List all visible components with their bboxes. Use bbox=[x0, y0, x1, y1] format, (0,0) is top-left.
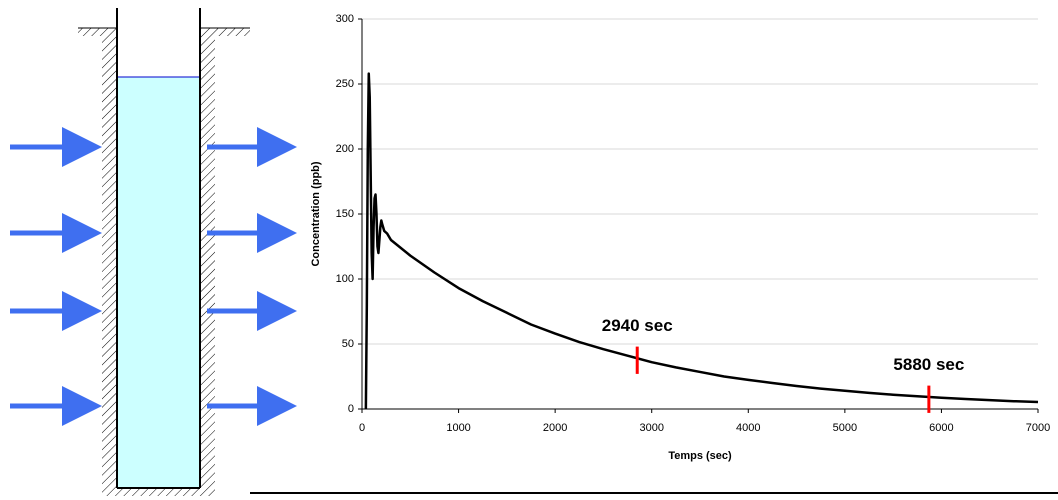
x-tick-label: 6000 bbox=[929, 422, 953, 434]
ground-hatch bbox=[200, 28, 250, 36]
y-tick-label: 300 bbox=[336, 13, 354, 25]
x-tick-label: 7000 bbox=[1026, 422, 1050, 434]
y-tick-label: 100 bbox=[336, 273, 354, 285]
bottom-hatch bbox=[102, 488, 215, 496]
x-tick-label: 1000 bbox=[446, 422, 470, 434]
water bbox=[117, 77, 200, 488]
flow-arrows bbox=[10, 127, 297, 426]
wall-hatch bbox=[200, 36, 215, 488]
y-tick-label: 200 bbox=[336, 143, 354, 155]
x-tick-label: 5000 bbox=[833, 422, 857, 434]
x-tick-label: 0 bbox=[359, 422, 365, 434]
annotation-label: 2940 sec bbox=[602, 316, 673, 335]
x-tick-label: 4000 bbox=[736, 422, 760, 434]
annotation-label: 5880 sec bbox=[893, 355, 964, 374]
y-tick-label: 50 bbox=[342, 338, 354, 350]
ground-hatch bbox=[78, 28, 117, 36]
data-line bbox=[364, 72, 1039, 410]
well-diagram bbox=[10, 8, 297, 496]
y-tick-label: 0 bbox=[348, 403, 354, 415]
x-axis-label: Temps (sec) bbox=[668, 450, 732, 462]
x-tick-label: 2000 bbox=[543, 422, 567, 434]
y-tick-label: 250 bbox=[336, 78, 354, 90]
wall-hatch bbox=[102, 36, 117, 488]
y-tick-label: 150 bbox=[336, 208, 354, 220]
x-tick-label: 3000 bbox=[639, 422, 663, 434]
y-axis-label: Concentration (ppb) bbox=[310, 161, 322, 266]
